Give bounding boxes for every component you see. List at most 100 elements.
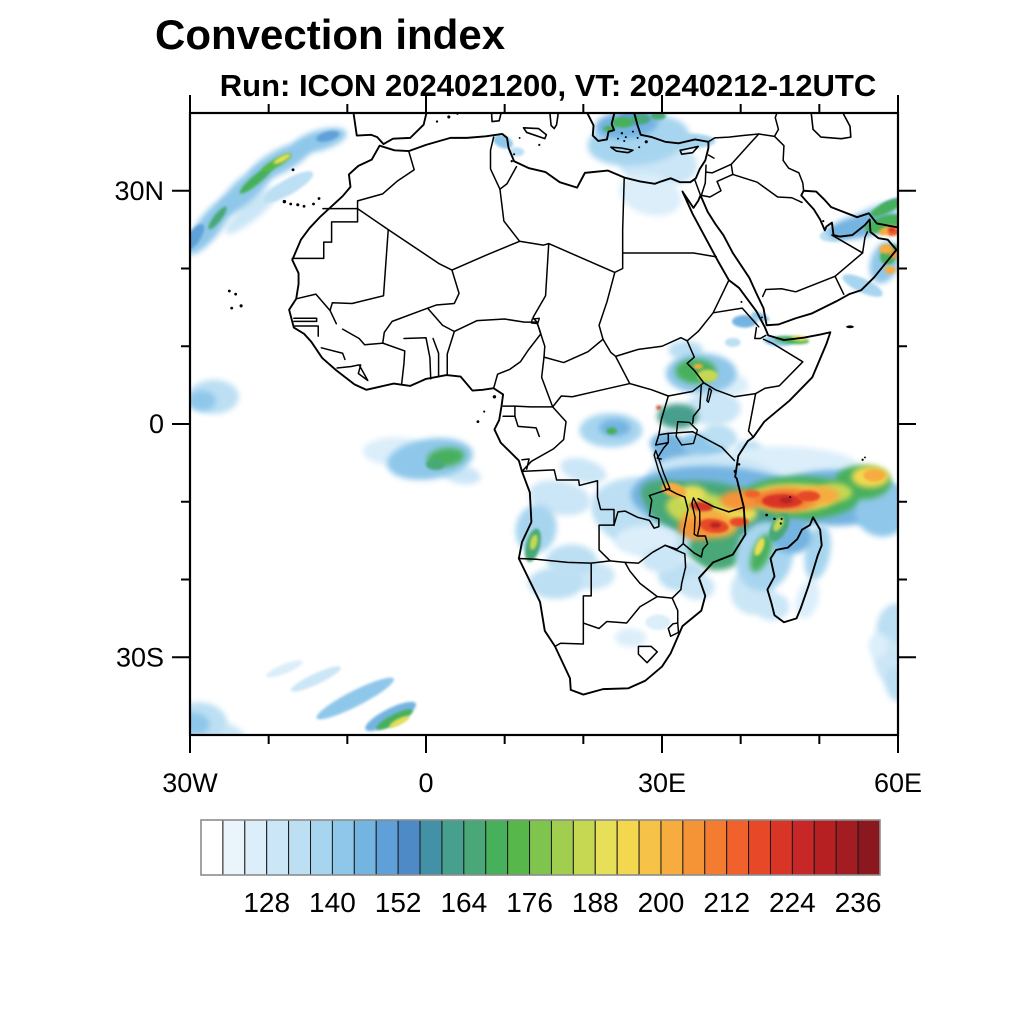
y-axis-tick-label: 30S	[116, 642, 164, 672]
convection-cell	[650, 113, 666, 120]
colorbar-cell	[375, 819, 399, 876]
convection-cell	[887, 227, 896, 232]
convection-cell	[645, 614, 671, 631]
x-axis-tick-label: 0	[418, 768, 433, 798]
colorbar-tick-label: 176	[506, 887, 553, 918]
colorbar-cell	[638, 819, 662, 876]
lakes	[531, 318, 711, 536]
convection-cell	[508, 147, 525, 157]
coastline-greece	[585, 108, 616, 141]
colorbar-cell	[463, 819, 487, 876]
colorbar-cell	[726, 819, 750, 876]
convection-cell	[709, 522, 721, 528]
convection-cell	[870, 199, 898, 217]
colorbar-cell	[244, 819, 268, 876]
lake-tanganyika	[654, 450, 670, 489]
convection-cell	[599, 419, 631, 437]
convection-cell	[560, 457, 607, 484]
axis-labels: 30W 0 30E 60E 30N 0 30S	[114, 176, 922, 798]
colorbar-cell	[441, 819, 465, 876]
convection-cell	[641, 547, 683, 573]
x-axis-tick-label: 30W	[162, 768, 218, 798]
convection-cell	[266, 660, 303, 678]
colorbar-cell	[507, 819, 531, 876]
lake-malawi	[692, 498, 700, 536]
convection-cell	[704, 423, 738, 448]
convection-cell	[744, 490, 761, 498]
colorbar-cell	[419, 819, 443, 876]
y-axis-tick-label: 30N	[114, 176, 164, 206]
colorbar-tick-label: 140	[309, 887, 356, 918]
convection-cell	[754, 538, 765, 556]
y-axis-tick-label: 0	[149, 409, 164, 439]
convection-cell	[316, 130, 340, 142]
coastline-calabria	[550, 108, 559, 128]
colorbar-cell	[353, 819, 377, 876]
colorbar-cell	[857, 819, 881, 876]
coastline-sardinia	[491, 108, 502, 121]
lake-chad	[531, 318, 539, 323]
colorbar-tick-label: 236	[835, 887, 882, 918]
convection-cell	[290, 666, 341, 692]
convection-cell	[773, 517, 784, 532]
convection-cell	[389, 716, 410, 728]
colorbar-tick-label: 164	[440, 887, 487, 918]
chart-title: Convection index	[155, 11, 506, 58]
coastline-cyprus	[680, 146, 698, 154]
colorbar-cell	[550, 819, 574, 876]
convection-cell	[724, 337, 741, 348]
colorbar-tick-label: 152	[375, 887, 422, 918]
colorbar-tick-label: 188	[572, 887, 619, 918]
coastline-africa-eurasia	[289, 108, 902, 694]
colorbar-tick-label: 128	[243, 887, 290, 918]
lake-victoria	[676, 422, 697, 445]
convection-cell	[529, 534, 538, 550]
colorbar: 128 140 152 164 176 188 200 212 224 236	[200, 819, 882, 918]
colorbar-cell	[682, 819, 706, 876]
convection-cell	[316, 677, 394, 720]
convection-cell	[868, 633, 888, 659]
colorbar-cell	[310, 819, 333, 876]
convection-cell	[885, 667, 898, 702]
convection-cell	[656, 405, 662, 411]
coastline-caspian	[811, 108, 851, 138]
colorbar-tick-label: 224	[769, 887, 816, 918]
colorbar-cell	[266, 819, 290, 876]
colorbar-cell	[748, 819, 771, 876]
convection-layer	[190, 113, 898, 735]
coastline-sicily	[524, 128, 547, 139]
convection-cell	[780, 497, 793, 504]
convection-cell	[546, 544, 597, 576]
convection-cell	[614, 628, 647, 648]
colorbar-cell	[529, 819, 552, 876]
convection-cell	[796, 490, 821, 502]
coastline-iberia	[353, 108, 428, 144]
convection-cell	[190, 712, 210, 735]
colorbar-cell	[791, 819, 815, 876]
coastline-crete	[611, 147, 633, 152]
colorbar-tick-label: 212	[703, 887, 750, 918]
colorbar-cell	[704, 819, 728, 876]
convection-cell	[619, 173, 682, 216]
coastline-madagascar	[767, 517, 821, 622]
colorbar-cell	[769, 819, 793, 876]
convection-cell	[863, 469, 886, 482]
colorbar-cell	[594, 819, 618, 876]
x-axis-tick-label: 30E	[638, 768, 686, 798]
convection-cell	[842, 274, 883, 297]
colorbar-frame	[200, 819, 881, 876]
colorbar-cell	[200, 819, 224, 876]
country-borders	[292, 108, 867, 662]
convection-cell	[750, 534, 773, 573]
convection-cell	[263, 171, 314, 203]
basemap-layer	[227, 108, 902, 694]
convection-cell	[190, 390, 216, 411]
colorbar-cell	[572, 819, 596, 876]
colorbar-cell	[331, 819, 355, 876]
convection-cell	[190, 224, 205, 251]
convection-cell	[611, 116, 634, 128]
colorbar-cell	[397, 819, 421, 876]
convection-cell	[680, 574, 715, 600]
